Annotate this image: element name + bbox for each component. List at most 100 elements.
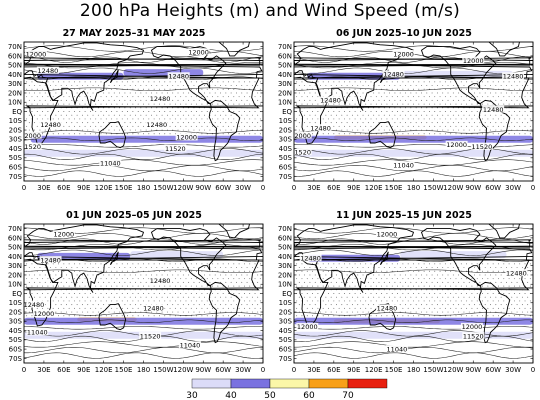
colorbar-swatch — [269, 378, 310, 389]
lon-tick-label: 90W — [195, 184, 211, 192]
lat-tick-label: 60N — [8, 234, 22, 242]
lat-tick-label: 70N — [278, 225, 292, 233]
contour-label: 12480 — [506, 269, 527, 277]
lon-tick-label: 150W — [153, 366, 173, 374]
colorbar-tick-label: 70 — [342, 391, 354, 400]
wind-speed-band — [294, 135, 533, 143]
lat-tick-label: 40N — [8, 71, 22, 79]
colorbar-tick-label: 30 — [186, 391, 198, 400]
lat-tick-label: 20S — [9, 308, 23, 316]
contour-label: 12000 — [26, 50, 47, 58]
lon-tick-label: 90W — [465, 366, 481, 374]
lon-tick-label: 120W — [443, 366, 463, 374]
lat-tick-label: 30N — [278, 80, 292, 88]
lon-tick-label: 180 — [407, 184, 420, 192]
contour-label: 12000 — [20, 132, 41, 140]
lat-tick-label: 70S — [279, 355, 293, 363]
lon-tick-label: 30W — [505, 184, 521, 192]
wind-speed-band — [294, 317, 533, 325]
lon-tick-label: 120W — [173, 366, 193, 374]
lat-tick-label: 70N — [8, 43, 22, 51]
contour-label: 12480 — [310, 124, 331, 132]
lat-tick-label: 10N — [8, 281, 22, 289]
lon-tick-label: 180 — [137, 184, 150, 192]
contour-label: 12480 — [320, 97, 341, 105]
contour-label: 12000 — [34, 310, 55, 318]
lon-tick-label: 150E — [385, 366, 403, 374]
lon-tick-label: 30W — [235, 184, 251, 192]
lat-tick-label: 50N — [278, 62, 292, 70]
lat-tick-label: 10N — [278, 99, 292, 107]
contour-label: 12000 — [290, 132, 311, 140]
lat-tick-label: 50S — [279, 336, 293, 344]
lon-tick-label: 30E — [307, 366, 320, 374]
contour-label: 12480 — [300, 255, 321, 263]
colorbar-swatch — [230, 378, 271, 389]
lat-tick-label: 20S — [279, 126, 293, 134]
lat-tick-label: 20N — [278, 271, 292, 279]
lon-tick-label: 30W — [235, 366, 251, 374]
contour-label: 12480 — [38, 67, 59, 75]
lon-tick-label: 90E — [347, 366, 360, 374]
lat-tick-label: 40N — [278, 253, 292, 261]
contour-label: 12480 — [503, 73, 524, 81]
lat-tick-label: 40N — [8, 253, 22, 261]
map-panel-top-left: 27 MAY 2025–31 MAY 2025 12000 12000 12480 1… — [0, 28, 268, 193]
contour-label: 11520 — [165, 145, 186, 153]
coastlines — [294, 42, 533, 162]
lat-tick-label: 40N — [278, 71, 292, 79]
lon-tick-label: 120E — [95, 184, 113, 192]
lat-tick-label: 70N — [278, 43, 292, 51]
lon-tick-label: 0 — [531, 184, 535, 192]
contour-label: 12000 — [377, 230, 398, 238]
lat-tick-label: 40S — [279, 145, 293, 153]
lon-tick-label: 0 — [292, 184, 296, 192]
map-panel-bottom-left: 01 JUN 2025–05 JUN 2025 12000 12480 12480 1… — [0, 210, 268, 375]
colorbar-tick-label: 50 — [264, 391, 276, 400]
wind-speed-band — [24, 317, 263, 325]
lon-tick-label: 60E — [57, 184, 70, 192]
contour-label: 12480 — [377, 305, 398, 313]
lat-tick-label: 10N — [278, 281, 292, 289]
lat-tick-label: 10S — [279, 117, 293, 125]
lat-tick-label: 40S — [9, 327, 23, 335]
map-svg: 12000 12000 12480 12480 12480 12480 12480 12000… — [8, 41, 265, 192]
colorbar-tick-label: 40 — [225, 391, 237, 400]
colorbar: 30 40 50 60 70 — [186, 378, 388, 400]
lon-tick-label: 120W — [443, 184, 463, 192]
lat-tick-label: 10S — [9, 117, 23, 125]
contour-label: 12000 — [446, 141, 467, 149]
lat-tick-label: 10N — [8, 99, 22, 107]
colorbar-tick-label: 60 — [303, 391, 315, 400]
wind-speed-band — [24, 149, 263, 157]
contour-label: 12000 — [393, 50, 414, 58]
colorbar-swatch — [308, 378, 349, 389]
lon-tick-label: 30W — [505, 366, 521, 374]
lon-tick-label: 180 — [137, 366, 150, 374]
lat-tick-label: 60S — [279, 164, 293, 172]
lon-tick-label: 150E — [115, 184, 133, 192]
contour-label: 12480 — [383, 71, 404, 79]
lat-tick-label: 60S — [9, 164, 23, 172]
contour-label: 12480 — [168, 73, 189, 81]
lat-tick-label: 20N — [8, 89, 22, 97]
lon-tick-label: 150W — [423, 366, 443, 374]
lon-tick-label: 150E — [385, 184, 403, 192]
lat-tick-label: EQ — [12, 108, 22, 116]
contour-label: 12000 — [297, 323, 318, 331]
contour-label: 12000 — [462, 323, 483, 331]
lat-tick-label: 50S — [9, 154, 23, 162]
contour-label: 11040 — [387, 345, 408, 353]
lat-tick-label: 40S — [279, 327, 293, 335]
lon-tick-label: 60W — [215, 366, 231, 374]
lon-tick-label: 120E — [365, 184, 383, 192]
contour-label: 12480 — [143, 305, 164, 313]
contour-label: 11040 — [100, 160, 121, 168]
contour-label: 12000 — [463, 57, 484, 65]
contour-label: 11520 — [20, 143, 41, 151]
lon-tick-label: 30E — [37, 184, 50, 192]
lat-tick-label: 20S — [9, 126, 23, 134]
lon-tick-label: 90E — [77, 366, 90, 374]
